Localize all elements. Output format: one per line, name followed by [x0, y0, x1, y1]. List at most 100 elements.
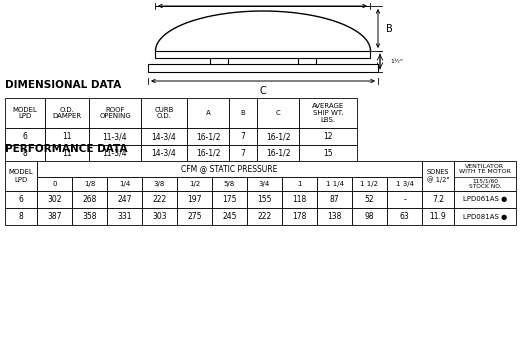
Text: 11-3/4: 11-3/4 [103, 132, 127, 141]
Text: CFM @ STATIC PRESSURE: CFM @ STATIC PRESSURE [181, 164, 278, 173]
Bar [454, 191, 516, 208]
Bar [422, 161, 454, 191]
Text: 12: 12 [323, 132, 333, 141]
Bar [299, 145, 357, 162]
Bar [45, 145, 89, 162]
Bar [387, 191, 422, 208]
Bar [142, 208, 177, 225]
Bar [37, 191, 72, 208]
Text: 14-3/4: 14-3/4 [151, 149, 176, 158]
Bar [387, 208, 422, 225]
Text: 98: 98 [365, 212, 375, 221]
Text: 87: 87 [330, 195, 339, 204]
Text: 11: 11 [62, 149, 72, 158]
Bar [352, 191, 387, 208]
Bar [247, 191, 282, 208]
Text: MODEL
LPD: MODEL LPD [8, 170, 34, 182]
Bar [89, 98, 141, 128]
Text: 138: 138 [327, 212, 342, 221]
Text: 1/4: 1/4 [119, 181, 130, 187]
Text: 63: 63 [400, 212, 409, 221]
Text: 387: 387 [47, 212, 62, 221]
Text: 178: 178 [292, 212, 307, 221]
Bar [141, 98, 187, 128]
Bar [37, 177, 72, 191]
Text: AVERAGE
SHIP WT.
LBS.: AVERAGE SHIP WT. LBS. [312, 103, 344, 123]
Bar [212, 191, 247, 208]
Bar [187, 98, 229, 128]
Text: B: B [386, 24, 393, 34]
Text: 1 3/4: 1 3/4 [396, 181, 413, 187]
Text: C: C [276, 110, 280, 116]
Text: DIMENSIONAL DATA: DIMENSIONAL DATA [5, 80, 122, 90]
Text: 16-1/2: 16-1/2 [196, 149, 220, 158]
Bar [352, 177, 387, 191]
Text: 118: 118 [292, 195, 307, 204]
Bar [247, 177, 282, 191]
Bar [282, 177, 317, 191]
Text: 6: 6 [23, 132, 27, 141]
Text: 3/4: 3/4 [259, 181, 270, 187]
Text: 303: 303 [152, 212, 167, 221]
Bar [142, 191, 177, 208]
Text: 11-3/4: 11-3/4 [103, 149, 127, 158]
Bar [212, 177, 247, 191]
Bar [107, 191, 142, 208]
Text: 8: 8 [18, 212, 23, 221]
Text: 155: 155 [257, 195, 272, 204]
Bar [5, 208, 37, 225]
Bar [107, 177, 142, 191]
Text: ROOF
OPENING: ROOF OPENING [99, 107, 131, 119]
Text: 115/1/60
STOCK NO.: 115/1/60 STOCK NO. [469, 179, 501, 189]
Bar [317, 191, 352, 208]
Bar [141, 128, 187, 145]
Bar [422, 208, 454, 225]
Text: 11: 11 [62, 132, 72, 141]
Bar [352, 208, 387, 225]
Text: 6: 6 [18, 195, 24, 204]
Text: LPD061AS ●: LPD061AS ● [463, 197, 507, 202]
Text: 1½": 1½" [390, 59, 403, 64]
Text: 8: 8 [23, 149, 27, 158]
Bar [5, 191, 37, 208]
Bar [187, 128, 229, 145]
Text: 7: 7 [240, 149, 246, 158]
Text: 1/8: 1/8 [84, 181, 95, 187]
Bar [177, 191, 212, 208]
Bar [387, 177, 422, 191]
Bar [229, 128, 257, 145]
Text: 52: 52 [365, 195, 375, 204]
Bar [142, 177, 177, 191]
Bar [317, 177, 352, 191]
Bar [282, 191, 317, 208]
Text: PERFORMANCE DATA: PERFORMANCE DATA [5, 144, 127, 154]
Text: 16-1/2: 16-1/2 [266, 149, 290, 158]
Text: MODEL
LPD: MODEL LPD [13, 107, 37, 119]
Text: -: - [403, 195, 406, 204]
Text: B: B [240, 110, 245, 116]
Text: 302: 302 [47, 195, 62, 204]
Bar [5, 145, 45, 162]
Text: 247: 247 [117, 195, 132, 204]
Bar [72, 177, 107, 191]
Text: 5/8: 5/8 [224, 181, 235, 187]
Bar [299, 128, 357, 145]
Bar [5, 128, 45, 145]
Bar [45, 128, 89, 145]
Bar [107, 208, 142, 225]
Bar [148, 64, 378, 72]
Bar [37, 161, 422, 177]
Text: C: C [260, 86, 266, 96]
Text: 268: 268 [82, 195, 97, 204]
Text: O.D.
DAMPER: O.D. DAMPER [53, 107, 82, 119]
Bar [454, 208, 516, 225]
Text: 7: 7 [240, 132, 246, 141]
Bar [247, 208, 282, 225]
Text: 3/8: 3/8 [154, 181, 165, 187]
Text: 14-3/4: 14-3/4 [151, 132, 176, 141]
Bar [257, 145, 299, 162]
Bar [5, 161, 37, 191]
Bar [72, 208, 107, 225]
Text: 16-1/2: 16-1/2 [266, 132, 290, 141]
Text: 331: 331 [117, 212, 132, 221]
